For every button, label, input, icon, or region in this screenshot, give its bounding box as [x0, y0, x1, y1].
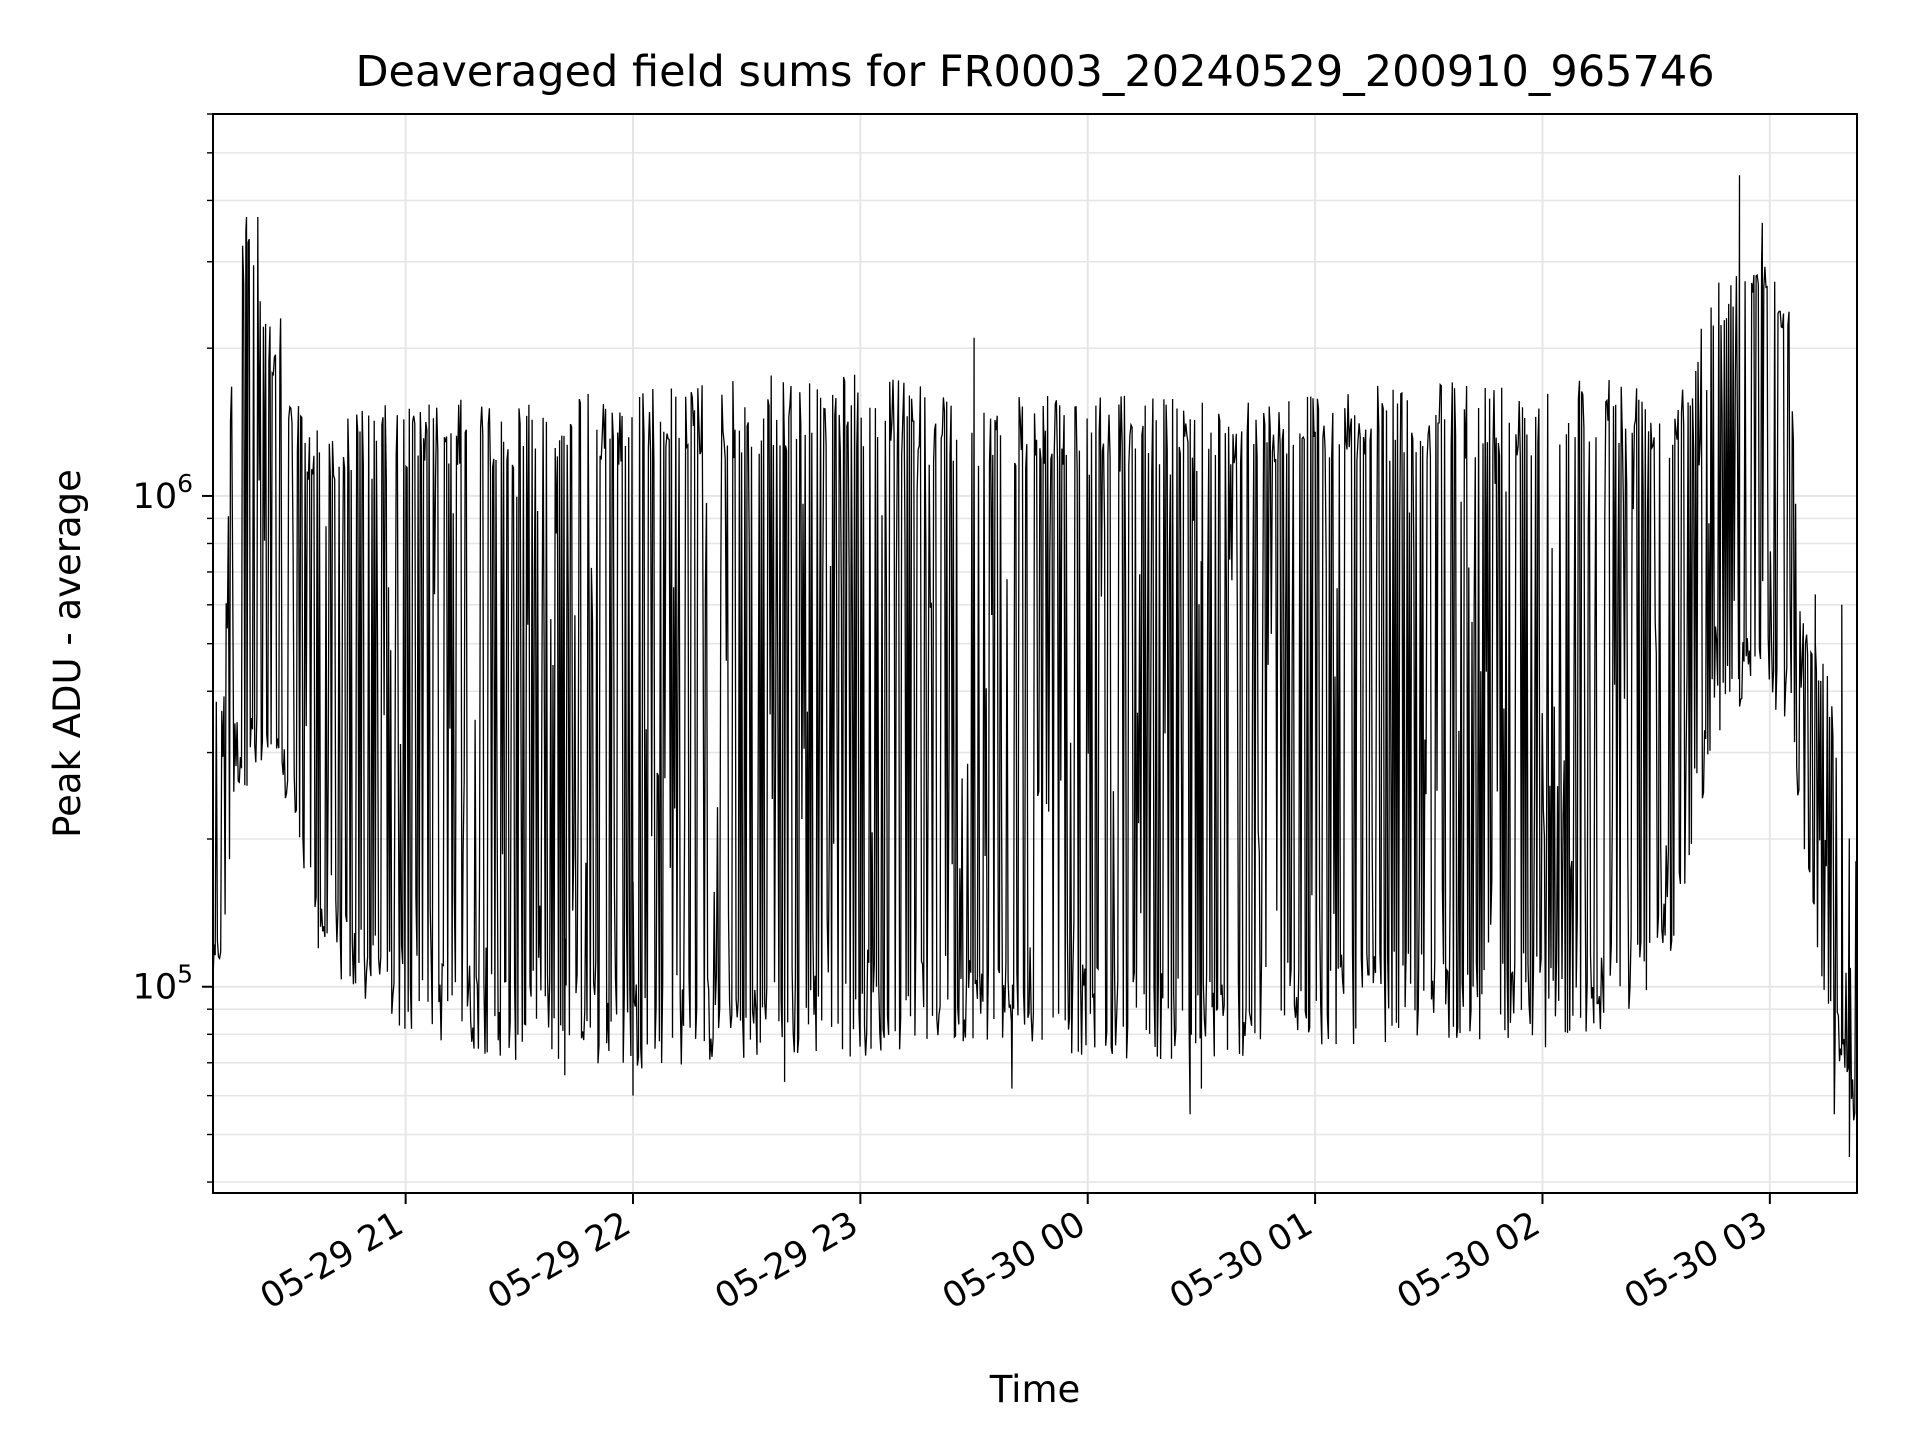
plot-frame — [212, 113, 1858, 1194]
y-tick-label: 106 — [133, 469, 193, 517]
chart-title: Deaveraged field sums for FR0003_2024052… — [355, 47, 1714, 97]
series-line — [212, 175, 1858, 1158]
y-axis-label: Peak ADU - average — [46, 469, 89, 838]
y-tick-base: 10 — [133, 968, 178, 1008]
y-tick-label: 105 — [133, 960, 193, 1008]
series-path — [212, 175, 1858, 1158]
y-tick-exponent: 6 — [177, 469, 193, 498]
y-tick-base: 10 — [133, 477, 178, 517]
x-axis-label: Time — [989, 1368, 1081, 1411]
y-tick-exponent: 5 — [177, 960, 193, 989]
